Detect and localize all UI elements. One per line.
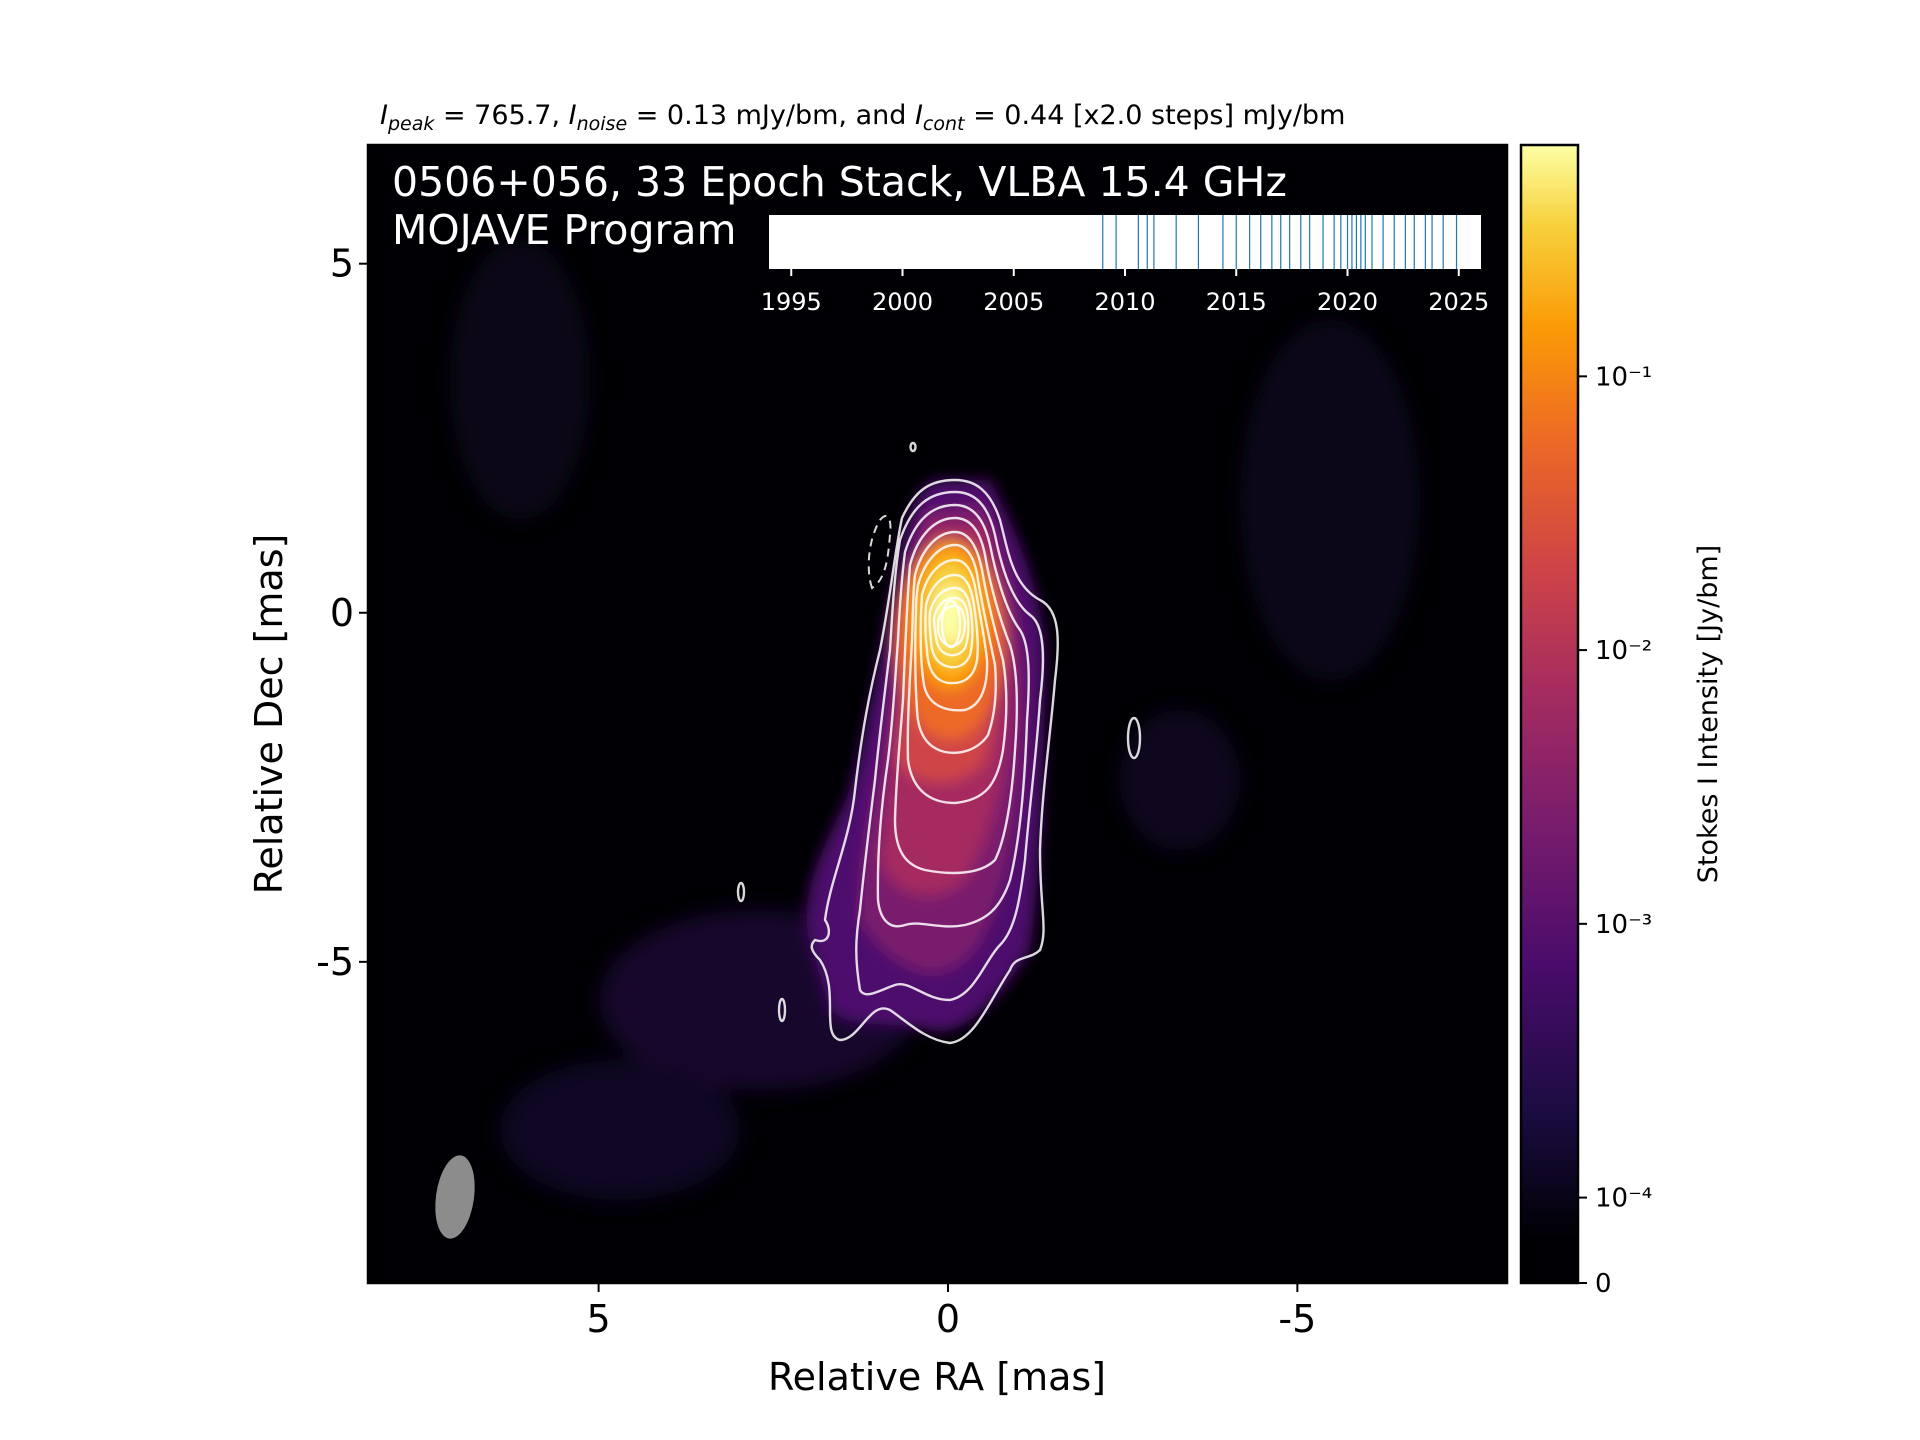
colorbar-tick-label: 0: [1595, 1269, 1612, 1299]
timeline-tick-label: 2000: [872, 288, 933, 316]
header-stats: Ipeak = 765.7, Inoise = 0.13 mJy/bm, and…: [380, 100, 1480, 135]
y-tick-label: 0: [330, 591, 354, 635]
colorbar-tick-label: 10⁻⁴: [1595, 1184, 1652, 1214]
epoch-timeline: 1995 2000 2005 2010 2015 2020 2025: [761, 215, 1489, 316]
axes: 5 0 -5 5 0 -5: [316, 242, 1316, 1341]
x-tick-label: 5: [587, 1297, 611, 1341]
timeline-tick-label: 2005: [983, 288, 1044, 316]
noise-subscript: noise: [576, 113, 628, 135]
timeline-tick-label: 2015: [1206, 288, 1267, 316]
colorbar-tick-label: 10⁻³: [1595, 910, 1652, 940]
x-tick-label: -5: [1278, 1297, 1316, 1341]
plot-frame: [366, 143, 1509, 1285]
x-axis-label: Relative RA [mas]: [768, 1355, 1106, 1399]
noise-symbol: I: [568, 100, 577, 131]
timeline-tick-label: 2020: [1317, 288, 1378, 316]
peak-value: = 765.7,: [434, 100, 569, 131]
timeline-box: [769, 215, 1481, 269]
cont-symbol: I: [914, 100, 923, 131]
cont-value: = 0.44 [x2.0 steps] mJy/bm: [964, 100, 1346, 131]
colorbar-tick-label: 10⁻¹: [1595, 362, 1652, 392]
beam-ellipse: [435, 1155, 475, 1239]
timeline-tick-label: 1995: [761, 288, 822, 316]
colorbar-ticks: 10⁻¹ 10⁻² 10⁻³ 10⁻⁴ 0: [1578, 362, 1652, 1299]
y-axis-label: Relative Dec [mas]: [247, 534, 291, 895]
x-tick-label: 0: [936, 1297, 960, 1341]
intensity-map: [368, 145, 1507, 1283]
y-tick-label: -5: [316, 940, 354, 984]
y-tick-label: 5: [330, 242, 354, 286]
noise-value: = 0.13 mJy/bm, and: [627, 100, 915, 131]
colorbar: [1519, 143, 1580, 1285]
intensity-contours: [736, 441, 1142, 1045]
colorbar-label: Stokes I Intensity [Jy/bm]: [1693, 545, 1724, 883]
peak-subscript: peak: [387, 113, 435, 135]
colorbar-tick-label: 10⁻²: [1595, 636, 1652, 666]
plot-subtitle: MOJAVE Program: [392, 206, 737, 254]
timeline-tick-label: 2025: [1428, 288, 1489, 316]
timeline-tick-label: 2010: [1094, 288, 1155, 316]
plot-title: 0506+056, 33 Epoch Stack, VLBA 15.4 GHz: [392, 158, 1287, 206]
peak-symbol: I: [380, 100, 388, 131]
cont-subscript: cont: [922, 113, 965, 135]
